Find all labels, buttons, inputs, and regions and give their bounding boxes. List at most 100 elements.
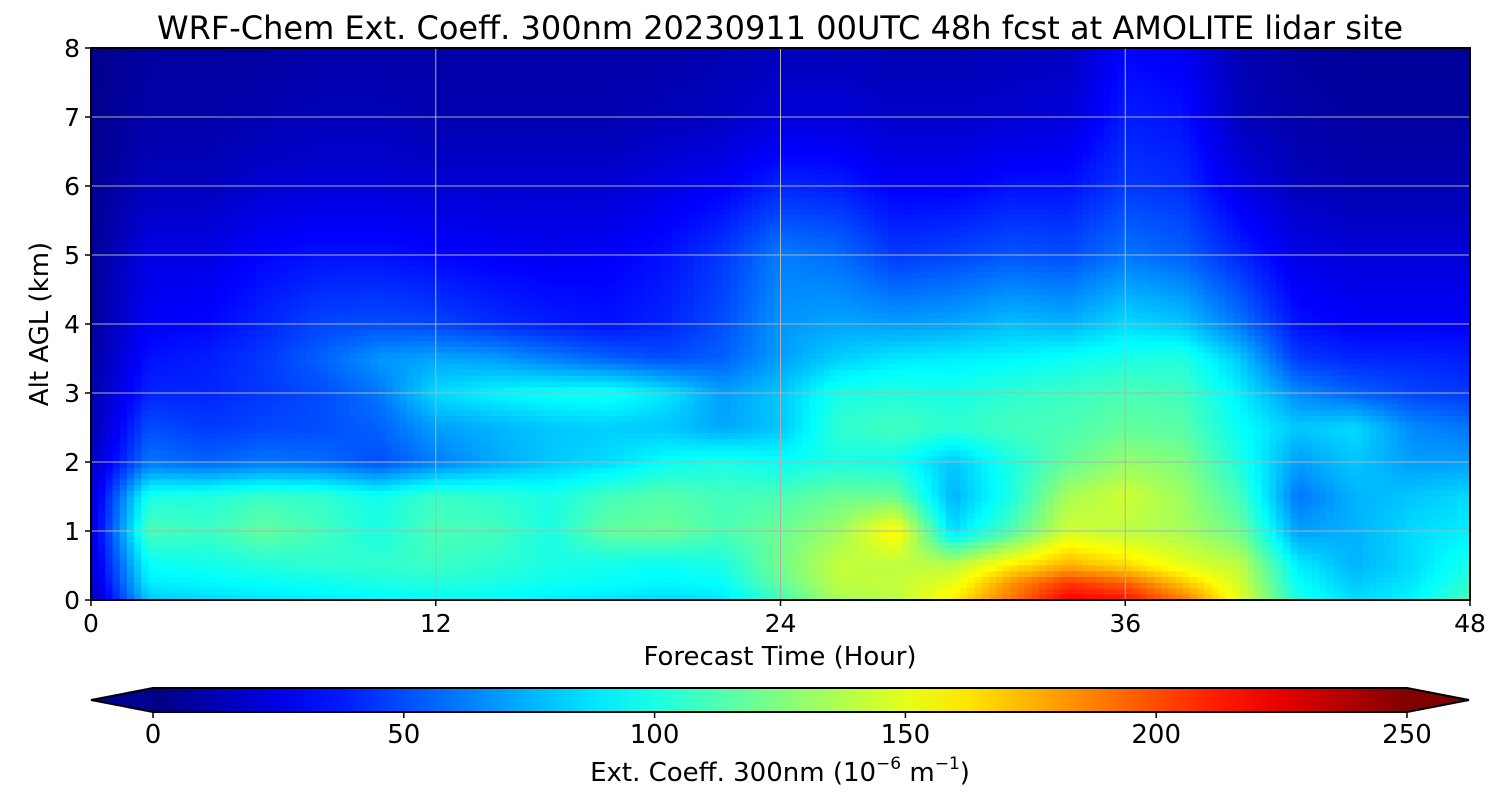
heatmap-cell (1024, 48, 1033, 55)
heatmap-cell (1175, 122, 1184, 130)
heatmap-cell (543, 48, 552, 55)
heatmap-cell (306, 76, 315, 84)
heatmap-cell (1412, 186, 1421, 193)
heatmap-cell (421, 191, 430, 199)
heatmap-cell (105, 134, 114, 141)
heatmap-cell (1053, 168, 1062, 176)
heatmap-cell (119, 82, 128, 89)
heatmap-cell (500, 111, 509, 118)
heatmap-cell (924, 76, 932, 84)
heatmap-cell (572, 134, 580, 141)
heatmap-cell (543, 105, 552, 112)
heatmap-cell (1419, 145, 1428, 153)
heatmap-cell (1197, 82, 1205, 89)
heatmap-cell (651, 140, 659, 147)
heatmap-cell (177, 71, 185, 78)
heatmap-cell (550, 71, 559, 78)
heatmap-cell (241, 94, 250, 101)
heatmap-cell (536, 94, 545, 101)
heatmap-cell (672, 151, 681, 158)
heatmap-cell (1441, 117, 1450, 124)
heatmap-cell (888, 105, 897, 112)
heatmap-cell (859, 94, 868, 101)
heatmap-cell (1268, 128, 1277, 135)
heatmap-cell (737, 48, 746, 55)
heatmap-cell (730, 128, 738, 135)
heatmap-cell (1089, 134, 1098, 141)
heatmap-cell (658, 191, 667, 199)
heatmap-cell (313, 94, 322, 101)
heatmap-cell (1039, 180, 1047, 187)
heatmap-cell (1462, 134, 1470, 141)
heatmap-cell (162, 111, 171, 118)
heatmap-cell (1268, 76, 1277, 84)
heatmap-cell (184, 53, 193, 61)
heatmap-cell (148, 59, 157, 66)
heatmap-cell (442, 157, 451, 164)
heatmap-cell (1139, 111, 1148, 118)
heatmap-cell (1455, 145, 1464, 153)
heatmap-cell (1125, 180, 1134, 187)
heatmap-cell (845, 140, 853, 147)
heatmap-cell (385, 174, 394, 181)
heatmap-cell (471, 111, 480, 118)
heatmap-cell (1161, 94, 1169, 101)
heatmap-cell (1333, 76, 1342, 84)
heatmap-cell (457, 174, 466, 181)
heatmap-cell (794, 48, 803, 55)
heatmap-cell (701, 71, 710, 78)
heatmap-cell (1311, 111, 1320, 118)
heatmap-cell (234, 180, 243, 187)
heatmap-cell (600, 88, 609, 95)
heatmap-cell (1003, 53, 1011, 61)
heatmap-cell (1197, 168, 1205, 176)
heatmap-cell (679, 151, 688, 158)
heatmap-cell (1268, 48, 1277, 55)
heatmap-cell (1426, 94, 1435, 101)
heatmap-cell (837, 128, 846, 135)
heatmap-cell (543, 88, 552, 95)
heatmap-cell (1347, 134, 1356, 141)
heatmap-cell (1074, 168, 1083, 176)
heatmap-cell (1311, 48, 1320, 55)
heatmap-cell (830, 99, 839, 107)
heatmap-cell (1326, 53, 1335, 61)
heatmap-cell (205, 111, 214, 118)
heatmap-cell (241, 76, 250, 84)
heatmap-cell (895, 48, 904, 55)
heatmap-cell (1290, 140, 1299, 147)
heatmap-cell (658, 111, 667, 118)
heatmap-cell (1074, 186, 1083, 193)
heatmap-cell (823, 168, 832, 176)
heatmap-cell (112, 163, 121, 170)
heatmap-cell (486, 145, 494, 153)
heatmap-cell (1024, 168, 1033, 176)
heatmap-cell (859, 88, 868, 95)
heatmap-cell (1010, 76, 1019, 84)
heatmap-cell (974, 94, 983, 101)
heatmap-cell (507, 71, 516, 78)
heatmap-cell (536, 145, 545, 153)
heatmap-cell (464, 88, 473, 95)
heatmap-cell (328, 88, 336, 95)
heatmap-cell (320, 140, 329, 147)
heatmap-cell (249, 88, 257, 95)
heatmap-cell (1146, 157, 1155, 164)
heatmap-cell (1369, 99, 1378, 107)
heatmap-cell (1261, 82, 1270, 89)
heatmap-cell (1074, 174, 1083, 181)
heatmap-cell (1369, 174, 1378, 181)
heatmap-cell (766, 140, 774, 147)
heatmap-cell (1046, 76, 1055, 84)
heatmap-cell (938, 128, 947, 135)
heatmap-cell (1003, 117, 1011, 124)
heatmap-cell (1376, 65, 1385, 72)
heatmap-cell (1319, 48, 1327, 55)
heatmap-cell (629, 65, 638, 72)
heatmap-cell (1218, 111, 1227, 118)
heatmap-cell (737, 180, 746, 187)
heatmap-cell (1290, 111, 1299, 118)
heatmap-cell (407, 117, 415, 124)
heatmap-cell (1132, 99, 1141, 107)
heatmap-cell (1110, 174, 1119, 181)
